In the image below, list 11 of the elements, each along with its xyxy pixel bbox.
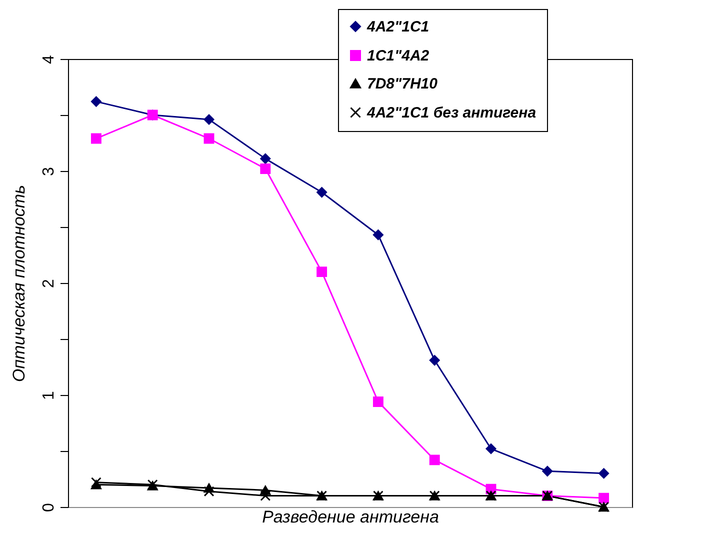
legend-label: 4A2"1C1 без антигена [366,104,536,122]
y-tick-label: 3 [40,166,58,176]
legend-label: 4A2"1C1 [366,18,430,36]
y-tick-label: 4 [40,54,58,64]
x-axis-title: Разведение антигена [262,508,439,526]
legend-label: 1C1"4A2 [367,48,430,64]
y-axis-title: Оптическая плотность [10,184,28,382]
y-tick-label: 2 [40,278,58,288]
y-tick-label: 1 [40,390,58,400]
legend-label: 7D8"7H10 [367,76,438,92]
y-tick-label: 0 [40,502,58,512]
